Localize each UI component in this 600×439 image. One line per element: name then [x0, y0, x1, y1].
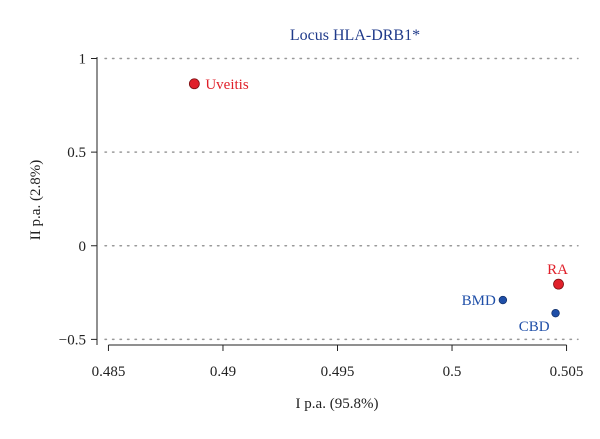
tick-labels: 1 0.5 0 −0.5 0.485 0.49 0.495 0.5 0.505 — [59, 51, 584, 380]
point-label-cbd: CBD — [519, 319, 550, 335]
point-label-ra: RA — [547, 262, 568, 278]
x-tick-label: 0.495 — [321, 364, 355, 380]
x-axis-label: I p.a. (95.8%) — [296, 396, 379, 412]
x-tick-label: 0.5 — [443, 364, 462, 380]
data-points: Uveitis RA BMD CBD — [188, 77, 568, 335]
y-tick-label: 0.5 — [67, 145, 86, 161]
axes — [91, 57, 568, 351]
point-bmd — [498, 295, 508, 305]
point-ra — [553, 278, 564, 290]
grid-lines — [104, 57, 579, 341]
x-tick-label: 0.485 — [92, 364, 126, 380]
y-axis-label: II p.a. (2.8%) — [28, 160, 44, 240]
x-tick-label: 0.505 — [550, 364, 584, 380]
point-label-uveitis: Uveitis — [205, 77, 248, 93]
y-tick-label: 1 — [79, 51, 87, 67]
y-tick-label: 0 — [79, 239, 87, 255]
x-tick-label: 0.49 — [210, 364, 236, 380]
point-uveitis — [188, 78, 200, 90]
y-tick-label: −0.5 — [59, 332, 86, 348]
chart-title: Locus HLA-DRB1* — [290, 27, 420, 44]
point-cbd — [551, 308, 560, 318]
point-label-bmd: BMD — [462, 293, 496, 309]
